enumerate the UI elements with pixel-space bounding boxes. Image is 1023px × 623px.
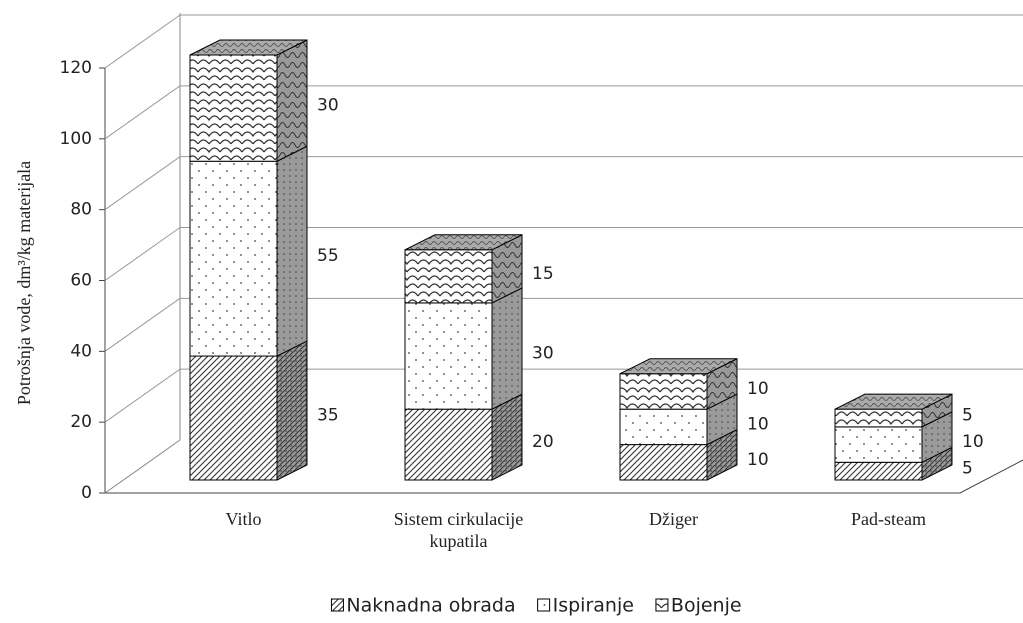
grid-line-side: [104, 14, 181, 69]
bar-segment: [189, 160, 278, 357]
bar-side: [276, 39, 308, 163]
data-label: 15: [532, 264, 554, 284]
data-label: 5: [962, 459, 973, 479]
bar-segment: [619, 444, 708, 481]
bar-top: [404, 234, 523, 251]
bar-top: [619, 358, 738, 375]
x-tick-label: Vitlo: [225, 509, 262, 529]
bar-segment: [404, 249, 493, 304]
bar-segment: [404, 302, 493, 410]
legend: Naknadna obrada Ispiranje Bojenje: [330, 595, 742, 617]
data-label: 20: [532, 432, 554, 452]
floor-front: [105, 459, 1023, 494]
y-tick-label: 100: [60, 129, 92, 149]
grid-line-side: [104, 368, 181, 423]
data-label: 5: [962, 406, 973, 426]
y-tick-label: 40: [70, 341, 92, 361]
x-tick-label: Džiger: [649, 509, 698, 529]
grid-line-side: [104, 156, 181, 211]
bar-segment: [834, 426, 923, 463]
bar-segment: [834, 461, 923, 481]
legend-swatch: [537, 598, 551, 612]
data-label: 10: [747, 379, 769, 399]
y-tick-label: 60: [70, 271, 92, 291]
bar-side: [276, 340, 308, 481]
data-label: 30: [532, 344, 554, 364]
data-label: 55: [317, 246, 339, 266]
data-label: 10: [747, 414, 769, 434]
legend-label: Ispiranje: [553, 595, 634, 617]
grid-line-side: [104, 297, 181, 352]
bar-side: [491, 287, 523, 410]
legend-label: Bojenje: [671, 595, 742, 617]
bar-segment: [619, 373, 708, 410]
data-label: 30: [317, 96, 339, 116]
grid-line-side: [104, 227, 181, 281]
bar-top: [834, 393, 953, 410]
bar-side: [276, 145, 308, 357]
legend-label: Naknadna obrada: [346, 595, 515, 617]
x-tick-label: Pad-steam: [851, 509, 926, 529]
bar-segment: [189, 355, 278, 481]
y-tick-label: 80: [70, 200, 92, 220]
bar-top: [189, 39, 308, 56]
legend-swatch: [330, 598, 344, 612]
data-label: 10: [747, 450, 769, 470]
bar-segment: [404, 408, 493, 481]
grid-line-side: [104, 85, 181, 140]
data-label: 10: [962, 432, 984, 452]
bar-segment: [619, 408, 708, 446]
y-tick-label: 20: [70, 412, 92, 432]
floor-side: [104, 439, 181, 494]
y-tick-label: 0: [81, 483, 92, 503]
y-axis-title: Potrošnja vode, dm³/kg materijala: [14, 161, 34, 405]
bar-segment: [834, 408, 923, 428]
legend-swatch: [655, 598, 669, 612]
bar-segment: [189, 54, 278, 162]
x-tick-label: Sistem cirkulacije kupatila: [393, 509, 524, 551]
y-tick-label: 120: [60, 58, 92, 78]
data-label: 35: [317, 406, 339, 426]
